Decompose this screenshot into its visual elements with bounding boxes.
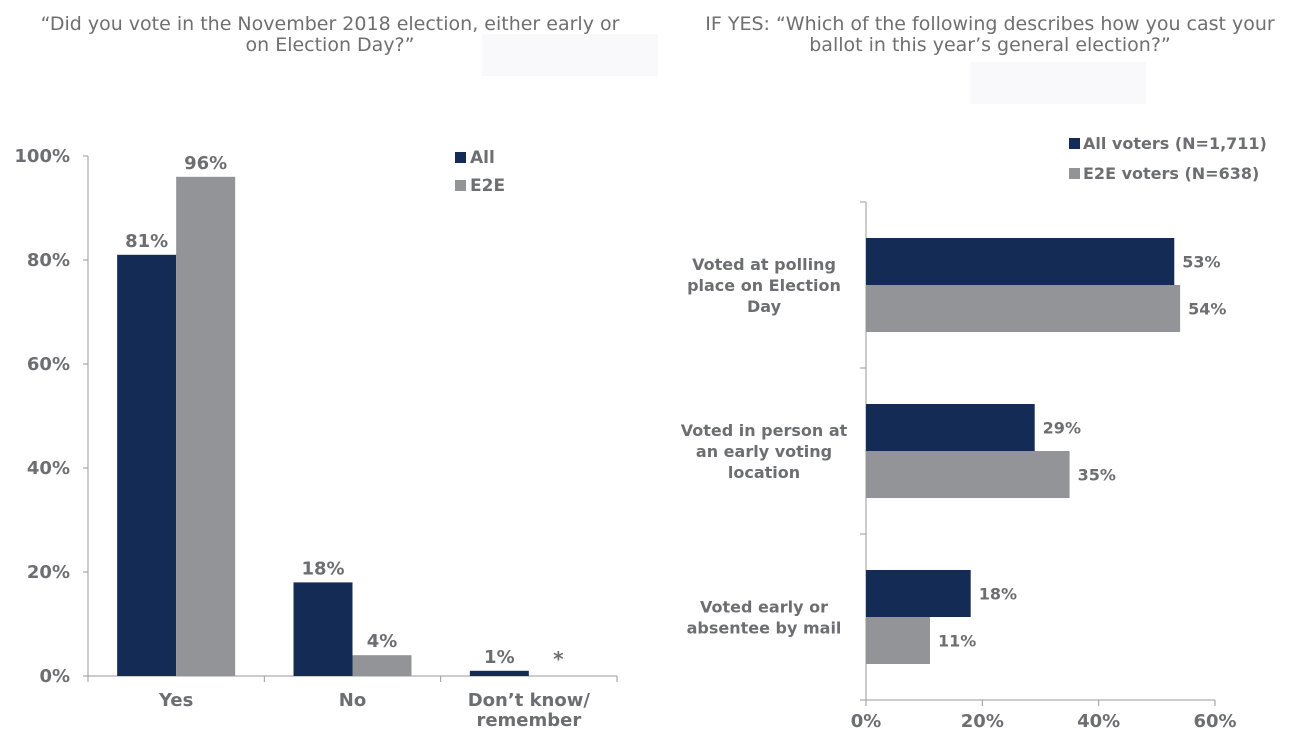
category-label: Voted early or	[700, 598, 828, 617]
bar-all-voters	[866, 570, 971, 617]
category-label: Yes	[158, 690, 193, 711]
legend-label: E2E voters (N=638)	[1083, 164, 1259, 183]
category-label: absentee by mail	[687, 619, 842, 638]
data-label: 18%	[301, 558, 344, 579]
category-label: Don’t know/	[468, 690, 591, 711]
category-label: No	[339, 690, 366, 711]
data-label: 1%	[484, 647, 515, 668]
y-tick-label: 80%	[27, 250, 70, 271]
data-label: 54%	[1188, 300, 1226, 319]
category-label: Day	[747, 297, 782, 316]
category-label: place on Election	[687, 276, 841, 295]
bar-all-voters	[866, 404, 1035, 451]
bar-e2e-voters	[866, 451, 1070, 498]
redaction-box-right	[970, 62, 1146, 104]
bar-all-voters	[866, 238, 1175, 285]
y-tick-label: 100%	[14, 146, 70, 167]
data-label: 53%	[1182, 253, 1220, 272]
category-label: location	[728, 463, 800, 482]
legend-label: E2E	[470, 176, 505, 196]
x-tick-label: 20%	[961, 711, 1004, 732]
data-label: 4%	[367, 631, 398, 652]
legend-swatch	[1069, 138, 1080, 149]
bar-all	[469, 670, 529, 676]
voting-participation-chart: 0% 20% 40% 60% 80% 100% Yes 81% 96% No 18% 4% Don’t …	[14, 146, 618, 731]
y-tick-label: 40%	[27, 458, 70, 479]
data-label: 35%	[1078, 466, 1116, 485]
legend-label: All	[470, 148, 495, 168]
legend-label: All voters (N=1,711)	[1083, 134, 1267, 153]
data-label: *	[553, 647, 564, 671]
category-label: Voted at polling	[692, 255, 836, 274]
legend-swatch	[455, 180, 466, 191]
x-tick-label: 60%	[1193, 711, 1236, 732]
data-label: 96%	[184, 153, 227, 174]
legend-swatch	[1069, 168, 1080, 179]
bar-all	[117, 254, 177, 677]
bar-e2e	[352, 655, 412, 676]
bar-e2e	[176, 176, 236, 677]
legend-swatch	[455, 152, 466, 163]
data-label: 29%	[1043, 419, 1081, 438]
category-label: remember	[476, 710, 581, 731]
bar-all	[293, 582, 353, 676]
data-label: 18%	[979, 585, 1017, 604]
data-label: 81%	[125, 231, 168, 252]
category-label: Voted in person at	[681, 421, 848, 440]
y-tick-label: 20%	[27, 562, 70, 583]
bar-e2e-voters	[866, 617, 930, 664]
x-tick-label: 0%	[851, 711, 882, 732]
data-label: 11%	[938, 632, 976, 651]
category-label: an early voting	[696, 442, 832, 461]
y-tick-label: 60%	[27, 354, 70, 375]
redaction-box-left	[482, 34, 658, 76]
bar-e2e-voters	[866, 285, 1181, 332]
x-tick-label: 40%	[1077, 711, 1120, 732]
left-question-title: “Did you vote in the November 2018 elect…	[40, 13, 620, 56]
y-tick-label: 0%	[39, 666, 70, 687]
right-question-title: IF YES: “Which of the following describe…	[705, 13, 1275, 56]
